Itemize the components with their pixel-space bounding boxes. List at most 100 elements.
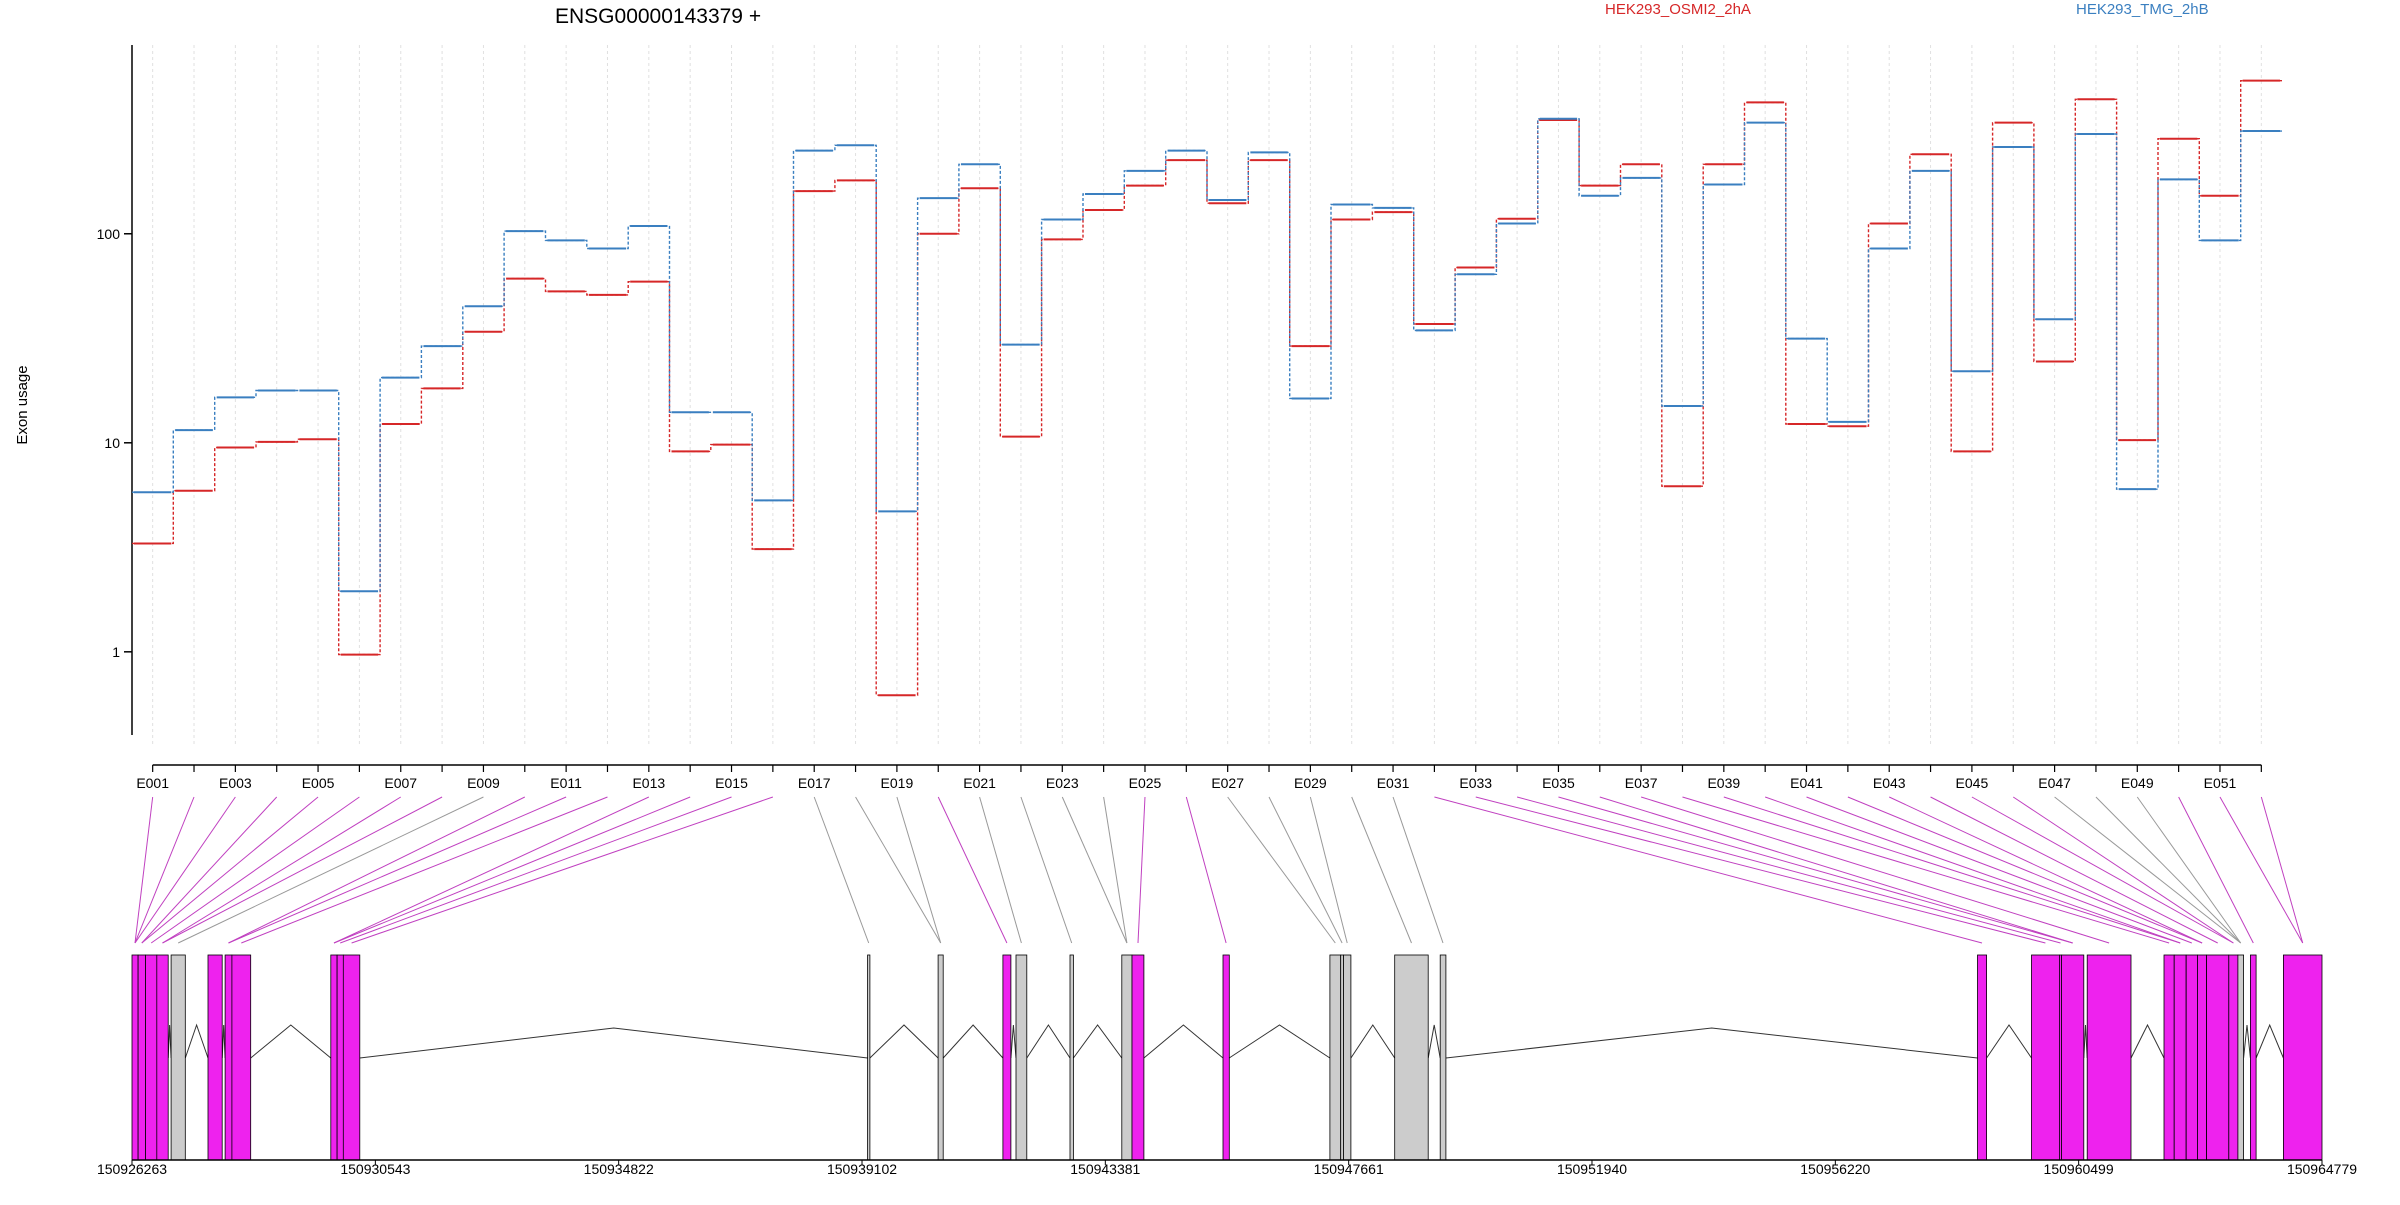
- x-tick-label: E017: [798, 775, 831, 791]
- x-tick-label: E043: [1873, 775, 1906, 791]
- legend-entry-osmi2: HEK293_OSMI2_2hA: [1605, 1, 1751, 18]
- intron-line: [869, 1024, 939, 1059]
- exon-block: [2185, 954, 2198, 1161]
- exon-connector: [2219, 796, 2304, 944]
- exon-block: [2249, 954, 2257, 1161]
- exon-connector: [241, 796, 608, 944]
- exon-block: [1222, 954, 1230, 1161]
- exon-connector: [2095, 796, 2242, 944]
- x-tick-label: E021: [963, 775, 996, 791]
- exon-block: [2206, 954, 2230, 1161]
- intron-line: [1228, 1024, 1331, 1059]
- exon-connector: [333, 796, 650, 944]
- intron-line: [1986, 1024, 2032, 1059]
- exon-connector: [1971, 796, 2234, 944]
- x-tick-label: E031: [1377, 775, 1410, 791]
- exon-connector: [1475, 796, 2046, 944]
- x-tick-label: E037: [1625, 775, 1658, 791]
- exon-block: [1329, 954, 1342, 1161]
- exon-block: [1015, 954, 1028, 1161]
- exon-block: [156, 954, 169, 1161]
- exon-block: [2086, 954, 2132, 1161]
- coord-tick-label: 150930543: [340, 1161, 410, 1177]
- exon-connector: [1020, 796, 1073, 944]
- intron-line: [221, 1024, 226, 1059]
- exon-block: [207, 954, 223, 1161]
- exon-block: [1439, 954, 1447, 1161]
- y-axis: 1 10 100: [97, 45, 133, 735]
- exon-connector: [351, 796, 774, 944]
- x-tick-label: E049: [2121, 775, 2154, 791]
- exon-connector: [141, 796, 278, 944]
- exon-block: [1131, 954, 1145, 1161]
- exon-connector: [2054, 796, 2242, 944]
- exon-connectors: [134, 796, 2304, 944]
- exon-block: [867, 954, 871, 1161]
- exon-connector: [162, 796, 402, 944]
- gene-model: [131, 954, 2323, 1161]
- exon-connector: [1599, 796, 2073, 944]
- genomic-coordinate-axis: 150926263 150930543 150934822 150939102 1509…: [97, 1159, 2357, 1177]
- x-tick-label: E005: [302, 775, 335, 791]
- x-tick-label: E033: [1459, 775, 1492, 791]
- exon-block: [224, 954, 233, 1161]
- exon-connector: [1103, 796, 1128, 944]
- exon-connector: [1889, 796, 2203, 944]
- exon-block: [2061, 954, 2085, 1161]
- intron-line: [1427, 1024, 1441, 1059]
- x-tick-label: E019: [881, 775, 914, 791]
- exon-connector: [2260, 796, 2304, 944]
- exon-connector: [150, 796, 360, 944]
- exon-block: [145, 954, 158, 1161]
- series-2: [132, 117, 2282, 593]
- x-axis: E001 E003 E005 E007 E009 E011 E013 E015 E017 E019…: [136, 764, 2262, 791]
- x-tick-label: E051: [2204, 775, 2237, 791]
- x-tick-label: E001: [136, 775, 169, 791]
- x-tick-label: E003: [219, 775, 252, 791]
- x-tick-label: E029: [1294, 775, 1327, 791]
- exon-connector: [134, 796, 236, 944]
- exon-connector: [1640, 796, 2110, 944]
- exon-block: [342, 954, 361, 1161]
- exon-connector: [1516, 796, 2061, 944]
- exon-connector: [134, 796, 195, 944]
- exon-connector: [134, 796, 154, 944]
- intron-line: [2130, 1023, 2165, 1059]
- intron-line: [167, 1024, 172, 1059]
- x-tick-label: E009: [467, 775, 500, 791]
- exon-block: [937, 954, 944, 1161]
- coord-tick-label: 150947661: [1314, 1161, 1384, 1177]
- x-tick-label: E015: [715, 775, 748, 791]
- intron-line: [2083, 1024, 2088, 1059]
- exon-connector: [1682, 796, 2170, 944]
- x-tick-label: E011: [550, 775, 582, 791]
- exon-connector: [2136, 796, 2242, 944]
- coord-tick-label: 150939102: [827, 1161, 897, 1177]
- exon-connector: [2178, 796, 2254, 944]
- exon-connector: [1558, 796, 2073, 944]
- x-tick-label: E047: [2038, 775, 2071, 791]
- coord-tick-label: 150926263: [97, 1161, 167, 1177]
- y-tick-label: 1: [112, 644, 120, 660]
- x-tick-label: E041: [1790, 775, 1823, 791]
- intron-line: [184, 1023, 209, 1059]
- exon-connector: [333, 796, 691, 944]
- intron-line: [2243, 1024, 2251, 1059]
- coord-tick-label: 150934822: [584, 1161, 654, 1177]
- exon-block: [2163, 954, 2175, 1161]
- series-dotted-line: [132, 118, 2282, 592]
- exon-block: [1002, 954, 1012, 1161]
- exon-connector: [855, 796, 942, 944]
- y-axis-label: Exon usage: [14, 365, 31, 444]
- exon-connector: [1061, 796, 1128, 944]
- x-tick-label: E039: [1707, 775, 1740, 791]
- intron-line: [1026, 1024, 1071, 1059]
- intron-line: [1445, 1027, 1978, 1059]
- coord-tick-label: 150951940: [1557, 1161, 1627, 1177]
- x-tick-label: E035: [1542, 775, 1575, 791]
- exon-block: [2282, 954, 2323, 1161]
- exon-block: [131, 954, 139, 1161]
- intron-line: [1350, 1024, 1396, 1059]
